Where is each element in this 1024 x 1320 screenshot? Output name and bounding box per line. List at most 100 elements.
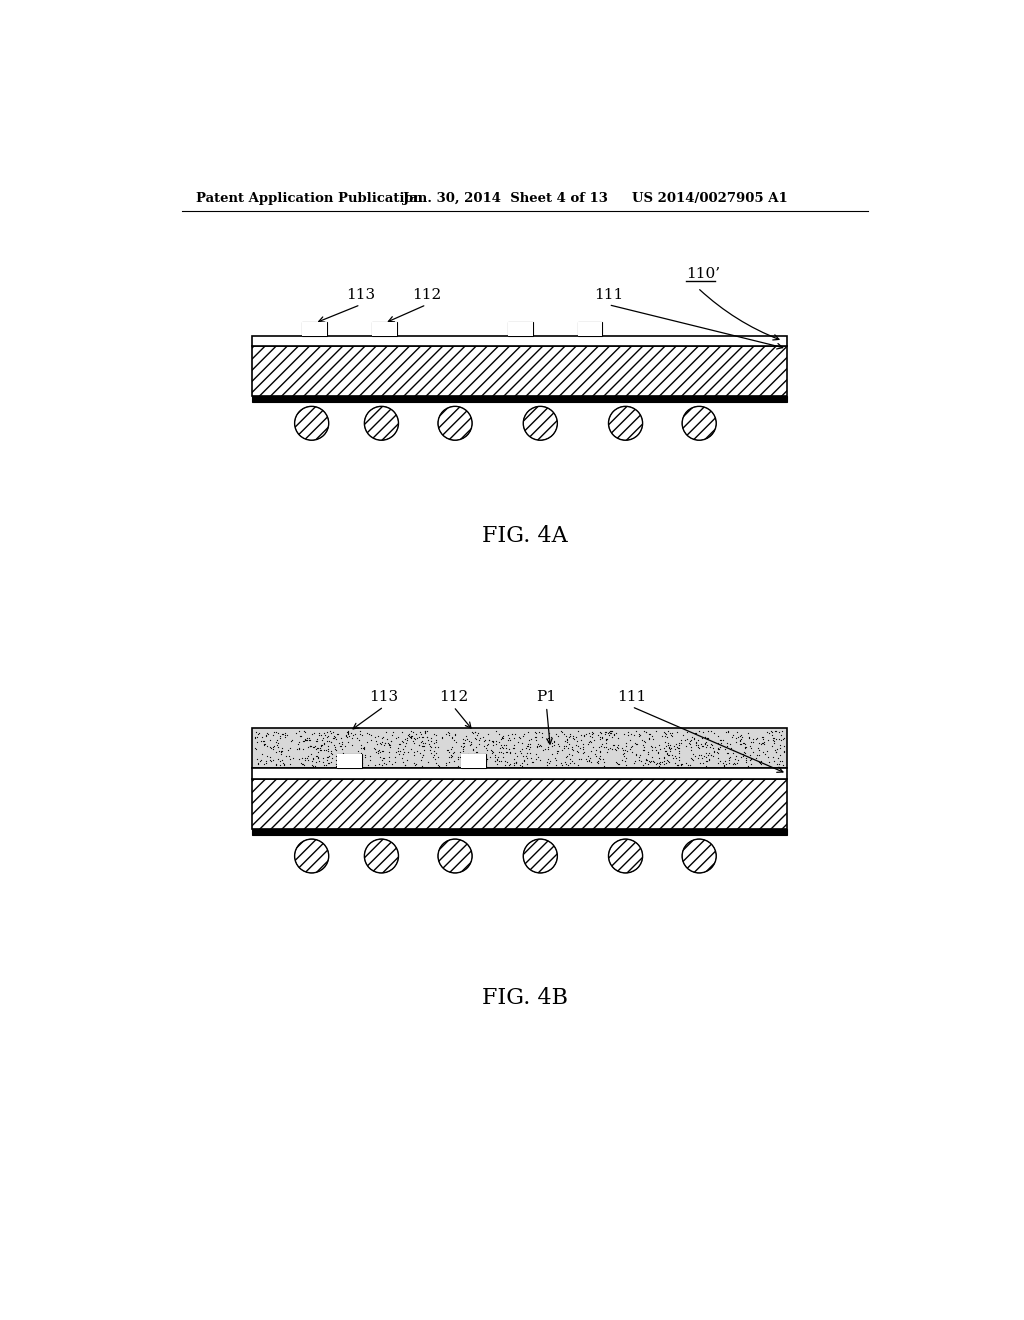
Point (377, 733, 393, 754)
Point (306, 735, 323, 756)
Point (515, 750, 531, 771)
Point (283, 730, 299, 751)
Point (433, 726, 450, 747)
Point (297, 750, 313, 771)
Point (427, 737, 443, 758)
Point (490, 731, 507, 752)
Point (589, 751, 605, 772)
Point (729, 721, 745, 742)
Point (458, 726, 474, 747)
Point (755, 726, 771, 747)
Point (396, 742, 413, 763)
Point (581, 734, 597, 755)
Point (447, 725, 464, 746)
Point (304, 755, 321, 776)
Point (271, 741, 288, 762)
Point (486, 751, 503, 772)
Point (411, 734, 427, 755)
Point (698, 750, 715, 771)
Point (456, 737, 472, 758)
Point (465, 739, 481, 760)
Point (311, 738, 328, 759)
Point (262, 747, 279, 768)
Point (475, 746, 492, 767)
Point (565, 727, 582, 748)
Point (480, 730, 497, 751)
Point (426, 741, 442, 762)
Point (635, 734, 651, 755)
Point (736, 741, 753, 762)
Point (370, 742, 386, 763)
Point (490, 723, 507, 744)
Point (687, 731, 703, 752)
Point (465, 748, 481, 770)
Point (671, 734, 687, 755)
Point (572, 725, 589, 746)
Point (759, 741, 775, 762)
Point (495, 743, 511, 764)
Point (396, 754, 413, 775)
Point (266, 721, 283, 742)
Point (317, 725, 334, 746)
Point (658, 742, 675, 763)
Point (610, 734, 627, 755)
Point (730, 750, 746, 771)
Point (384, 754, 400, 775)
Point (457, 729, 473, 750)
Point (636, 739, 652, 760)
Point (744, 742, 761, 763)
Point (296, 721, 312, 742)
Point (353, 752, 370, 774)
Point (512, 741, 528, 762)
Point (551, 735, 567, 756)
Point (752, 751, 768, 772)
Point (499, 751, 515, 772)
Point (390, 743, 407, 764)
Point (475, 726, 492, 747)
Point (628, 721, 644, 742)
Point (273, 748, 290, 770)
Point (502, 754, 518, 775)
Point (625, 735, 641, 756)
Point (689, 737, 706, 758)
Point (300, 737, 316, 758)
Point (321, 752, 337, 774)
Point (341, 747, 357, 768)
Point (679, 727, 695, 748)
Point (742, 750, 759, 771)
Point (319, 741, 336, 762)
Point (393, 730, 410, 751)
Point (269, 737, 286, 758)
Point (642, 752, 658, 774)
Point (523, 751, 540, 772)
Point (463, 752, 479, 774)
Point (493, 742, 509, 763)
Point (581, 722, 597, 743)
Point (270, 748, 287, 770)
Point (579, 750, 595, 771)
Point (687, 722, 703, 743)
Point (340, 731, 356, 752)
Point (451, 746, 467, 767)
Point (671, 741, 687, 762)
Point (763, 721, 779, 742)
Point (736, 738, 753, 759)
Point (450, 755, 466, 776)
Point (710, 737, 726, 758)
Point (685, 744, 701, 766)
Point (266, 737, 283, 758)
Point (374, 727, 390, 748)
Point (761, 751, 777, 772)
Point (659, 733, 676, 754)
Point (751, 751, 767, 772)
Point (326, 727, 342, 748)
Point (556, 735, 572, 756)
Point (500, 742, 516, 763)
Point (362, 746, 379, 767)
Point (599, 742, 615, 763)
Point (434, 727, 451, 748)
Point (519, 735, 536, 756)
Circle shape (682, 840, 716, 873)
Point (640, 742, 656, 763)
Point (736, 743, 753, 764)
